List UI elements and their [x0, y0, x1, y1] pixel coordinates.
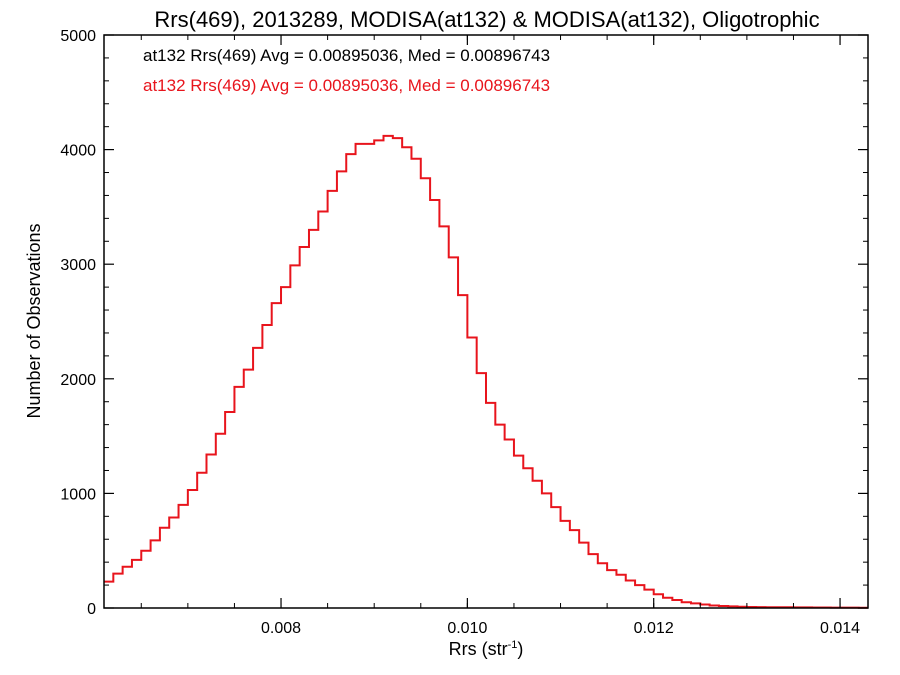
x-tick-label: 0.010 — [447, 620, 487, 637]
y-tick-label: 4000 — [60, 143, 96, 160]
x-axis-title-close: ) — [517, 639, 523, 659]
y-tick-label: 5000 — [60, 28, 96, 45]
x-tick-label: 0.014 — [820, 620, 860, 637]
x-axis-title: Rrs (str-1) — [449, 639, 524, 659]
x-axis: 0.008 0.010 0.012 0.014 — [140, 35, 860, 637]
x-axis-title-main: Rrs (str — [449, 639, 508, 659]
legend-annotation-red: at132 Rrs(469) Avg = 0.00895036, Med = 0… — [143, 76, 550, 95]
y-tick-label: 1000 — [60, 486, 96, 503]
x-axis-title-superscript: -1 — [508, 639, 518, 651]
plot-frame — [103, 34, 869, 609]
y-tick-label: 3000 — [60, 257, 96, 274]
x-tick-label: 0.012 — [634, 620, 674, 637]
y-tick-label: 0 — [87, 601, 96, 618]
chart-title: Rrs(469), 2013289, MODISA(at132) & MODIS… — [154, 7, 819, 32]
legend-annotation-black: at132 Rrs(469) Avg = 0.00895036, Med = 0… — [143, 46, 550, 65]
y-axis: 0 1000 2000 3000 4000 5000 — [60, 28, 868, 618]
y-tick-label: 2000 — [60, 372, 96, 389]
plot-area — [104, 134, 868, 609]
y-axis-title: Number of Observations — [24, 223, 44, 418]
series-line-0 — [104, 134, 868, 609]
x-tick-label: 0.008 — [261, 620, 301, 637]
